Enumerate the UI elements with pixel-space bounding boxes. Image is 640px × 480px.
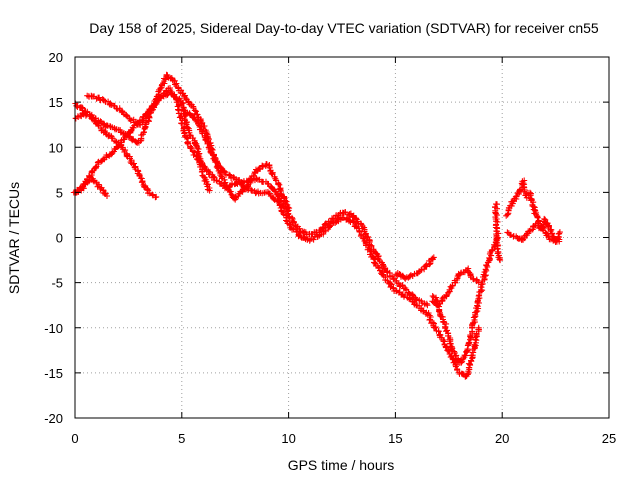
series-track-8 bbox=[393, 254, 437, 282]
data-point-markers bbox=[182, 109, 482, 380]
series-track-10 bbox=[429, 234, 501, 366]
data-point-markers bbox=[393, 254, 437, 282]
y-tick-label: -5 bbox=[51, 276, 63, 291]
x-tick-label: 20 bbox=[495, 431, 509, 446]
y-tick-labels: -20 -15 -10 -5 0 5 10 15 20 bbox=[44, 50, 63, 426]
y-tick-label: -20 bbox=[44, 411, 63, 426]
y-tick-label: -10 bbox=[44, 321, 63, 336]
y-tick-label: 0 bbox=[56, 231, 63, 246]
x-tick-label: 15 bbox=[388, 431, 402, 446]
data-point-markers bbox=[232, 161, 293, 214]
series-track-4 bbox=[70, 175, 110, 199]
series-track-5 bbox=[84, 85, 431, 309]
data-point-markers bbox=[504, 222, 559, 245]
data-points bbox=[70, 71, 563, 380]
x-tick-labels: 0 5 10 15 20 25 bbox=[71, 431, 616, 446]
series-track-11 bbox=[492, 201, 504, 264]
x-axis-label: GPS time / hours bbox=[288, 457, 395, 473]
data-point-markers bbox=[84, 85, 431, 309]
axis-ticks bbox=[74, 56, 610, 419]
data-point-markers bbox=[492, 201, 504, 264]
x-tick-label: 0 bbox=[71, 431, 78, 446]
y-tick-label: 15 bbox=[49, 95, 63, 110]
series-track-2 bbox=[72, 109, 160, 201]
x-tick-label: 10 bbox=[281, 431, 295, 446]
series-track-6 bbox=[182, 109, 482, 380]
data-point-markers bbox=[429, 234, 501, 366]
chart-title: Day 158 of 2025, Sidereal Day-to-day VTE… bbox=[89, 20, 599, 36]
y-tick-label: 10 bbox=[49, 140, 63, 155]
x-tick-label: 25 bbox=[602, 431, 616, 446]
grid-lines bbox=[75, 57, 609, 418]
data-point-markers bbox=[72, 109, 160, 201]
series-track-13 bbox=[504, 222, 559, 245]
data-point-markers bbox=[70, 175, 110, 199]
y-tick-label: 5 bbox=[56, 185, 63, 200]
x-tick-label: 5 bbox=[178, 431, 185, 446]
y-axis-label: SDTVAR / TECUs bbox=[6, 182, 22, 294]
y-tick-label: 20 bbox=[49, 50, 63, 65]
series-track-7 bbox=[232, 161, 293, 214]
y-tick-label: -15 bbox=[44, 366, 63, 381]
